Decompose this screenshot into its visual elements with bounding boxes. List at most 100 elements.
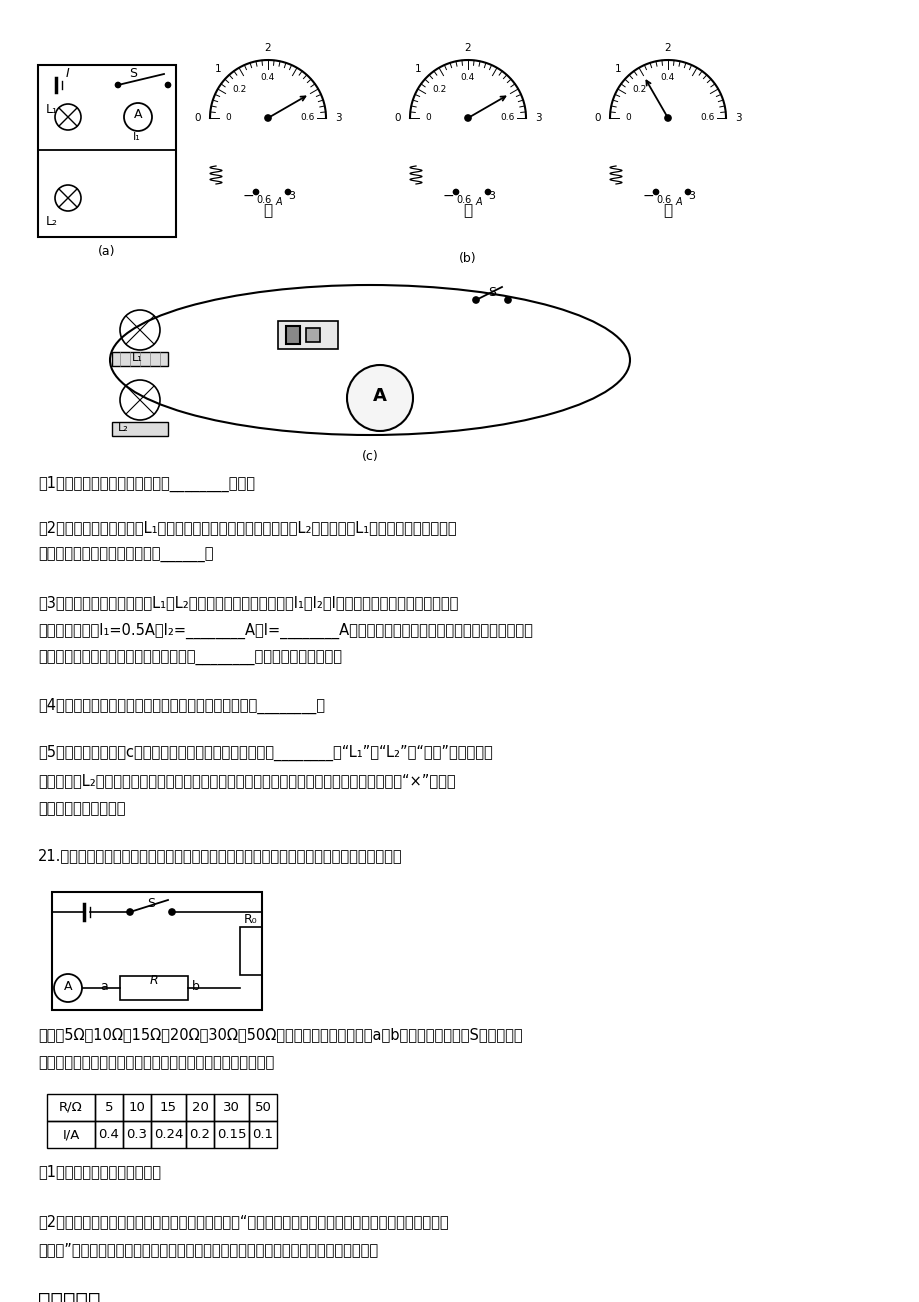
Text: −: −	[242, 189, 254, 203]
Text: I: I	[66, 66, 70, 79]
Circle shape	[346, 365, 413, 431]
Text: 0: 0	[425, 113, 430, 122]
Text: 0.6: 0.6	[301, 113, 315, 122]
Bar	[151, 1121, 186, 1148]
Text: 0.3: 0.3	[127, 1128, 147, 1141]
Bar	[214, 1121, 249, 1148]
Text: 0.6: 0.6	[456, 195, 471, 204]
Text: 六、计算题: 六、计算题	[38, 1292, 100, 1302]
Bar	[95, 1094, 123, 1121]
Text: 0: 0	[624, 113, 630, 122]
Circle shape	[652, 190, 658, 194]
Text: 假设要测灯L₂的电流，请你在图上只改动一根导线，完成电路的连接。（在需改动的导线上打“×”，再画: 假设要测灯L₂的电流，请你在图上只改动一根导线，完成电路的连接。（在需改动的导线…	[38, 773, 455, 788]
Text: 0.24: 0.24	[153, 1128, 183, 1141]
Bar	[38, 65, 176, 237]
Text: 0.6: 0.6	[500, 113, 515, 122]
Text: 0.4: 0.4	[98, 1128, 119, 1141]
Circle shape	[265, 115, 271, 121]
Circle shape	[254, 190, 258, 194]
Text: 0.1: 0.1	[252, 1128, 273, 1141]
Text: −: −	[442, 189, 453, 203]
Text: A: A	[373, 387, 387, 405]
Text: R/Ω: R/Ω	[59, 1101, 83, 1115]
Text: （4）为了验证结论的普遍性，小薇可以采用的方法是：________。: （4）为了验证结论的普遍性，小薇可以采用的方法是：________。	[38, 698, 324, 715]
Text: 丙: 丙	[663, 203, 672, 217]
Text: 0.6: 0.6	[655, 195, 671, 204]
Text: 1: 1	[615, 64, 621, 73]
Text: R: R	[150, 974, 158, 987]
Text: 2: 2	[664, 43, 671, 53]
Text: 21.某同学用如以下图的电路验证在电压不变时，导体中的电流跟导体的电阑成反比的关系。: 21.某同学用如以下图的电路验证在电压不变时，导体中的电流跟导体的电阑成反比的关…	[38, 848, 403, 863]
Circle shape	[54, 974, 82, 1003]
Bar	[306, 328, 320, 342]
Bar	[249, 1094, 277, 1121]
Bar	[112, 352, 168, 366]
Text: 0.4: 0.4	[261, 73, 275, 82]
Text: 所示，可读出：I₁=0.5A，I₂=________A，I=________A。根据测量结果，在误差允许范围内你认为并联: 所示，可读出：I₁=0.5A，I₂=________A，I=________A。…	[38, 622, 532, 639]
Text: A: A	[675, 197, 682, 207]
Text: 1: 1	[215, 64, 221, 73]
Text: L₁: L₁	[46, 103, 58, 116]
Circle shape	[169, 909, 175, 915]
Bar	[214, 1094, 249, 1121]
Text: 0.4: 0.4	[460, 73, 474, 82]
Circle shape	[165, 82, 170, 87]
Circle shape	[124, 103, 152, 132]
Text: L₂: L₂	[118, 423, 129, 434]
Text: 15: 15	[160, 1101, 176, 1115]
Text: 甲: 甲	[263, 203, 272, 217]
Bar	[123, 1121, 151, 1148]
Text: 2: 2	[464, 43, 471, 53]
Text: 0.2: 0.2	[432, 85, 447, 94]
Bar	[186, 1094, 214, 1121]
Bar	[123, 1094, 151, 1121]
Text: L₂: L₂	[46, 215, 58, 228]
Text: 3: 3	[289, 191, 295, 201]
Text: 3: 3	[335, 113, 341, 122]
Text: 3: 3	[488, 191, 495, 201]
Text: A: A	[133, 108, 142, 121]
Bar	[112, 422, 168, 436]
Text: 0.2: 0.2	[189, 1128, 210, 1141]
Bar	[151, 1094, 186, 1121]
Circle shape	[116, 82, 120, 87]
Text: 10: 10	[129, 1101, 145, 1115]
Text: 0.4: 0.4	[660, 73, 675, 82]
Text: 3: 3	[734, 113, 741, 122]
Text: 为零，电路可能存在的故障是：______。: 为零，电路可能存在的故障是：______。	[38, 548, 213, 562]
Text: 0.6: 0.6	[256, 195, 271, 204]
Circle shape	[472, 297, 479, 303]
Circle shape	[505, 297, 510, 303]
Text: R₀: R₀	[244, 913, 257, 926]
Text: 0.15: 0.15	[217, 1128, 246, 1141]
Text: I/A: I/A	[62, 1128, 80, 1141]
Text: 30: 30	[222, 1101, 240, 1115]
Text: 2: 2	[265, 43, 271, 53]
Bar	[119, 976, 187, 1000]
Circle shape	[685, 190, 690, 194]
Text: 成反比”，请设计一种方法，画出电路图，简要写出实验步骤。（可以按需要添加器材）: 成反比”，请设计一种方法，画出电路图，简要写出实验步骤。（可以按需要添加器材）	[38, 1242, 378, 1256]
Circle shape	[664, 115, 670, 121]
Circle shape	[464, 115, 471, 121]
Text: 出重新连接后的导线）: 出重新连接后的导线）	[38, 801, 125, 816]
Bar	[95, 1121, 123, 1148]
Text: 3: 3	[687, 191, 695, 201]
Bar	[286, 326, 300, 344]
Text: 0: 0	[594, 113, 601, 122]
Text: S: S	[487, 286, 495, 299]
Text: 5: 5	[105, 1101, 113, 1115]
Text: 先后用5Ω、10Ω、15Ω、20Ω、30Ω和50Ω六个定值电阑接入电路的a、b两点间，闭合开关S，读出电流: 先后用5Ω、10Ω、15Ω、20Ω、30Ω和50Ω六个定值电阑接入电路的a、b两…	[38, 1027, 522, 1042]
Text: 1: 1	[414, 64, 421, 73]
Text: b: b	[192, 980, 199, 993]
Text: −: −	[641, 189, 653, 203]
Text: 0: 0	[225, 113, 231, 122]
Circle shape	[127, 909, 133, 915]
Bar	[47, 1121, 95, 1148]
Text: （5）小敏连接了如图c的实物连接图，此时，电流表测的是________（“L₁”、“L₂”、“干路”）的电流。: （5）小敏连接了如图c的实物连接图，此时，电流表测的是________（“L₁”…	[38, 745, 493, 762]
Text: （2）小薇先将电流表接在L₁所在的支路上，闭合开关后，看到灯L₂发光，但灯L₁不发光，电流表的示数: （2）小薇先将电流表接在L₁所在的支路上，闭合开关后，看到灯L₂发光，但灯L₁不…	[38, 519, 456, 535]
Bar	[240, 927, 262, 975]
Text: 0.2: 0.2	[632, 85, 646, 94]
Circle shape	[453, 190, 458, 194]
Text: A: A	[63, 979, 73, 992]
Circle shape	[485, 190, 490, 194]
